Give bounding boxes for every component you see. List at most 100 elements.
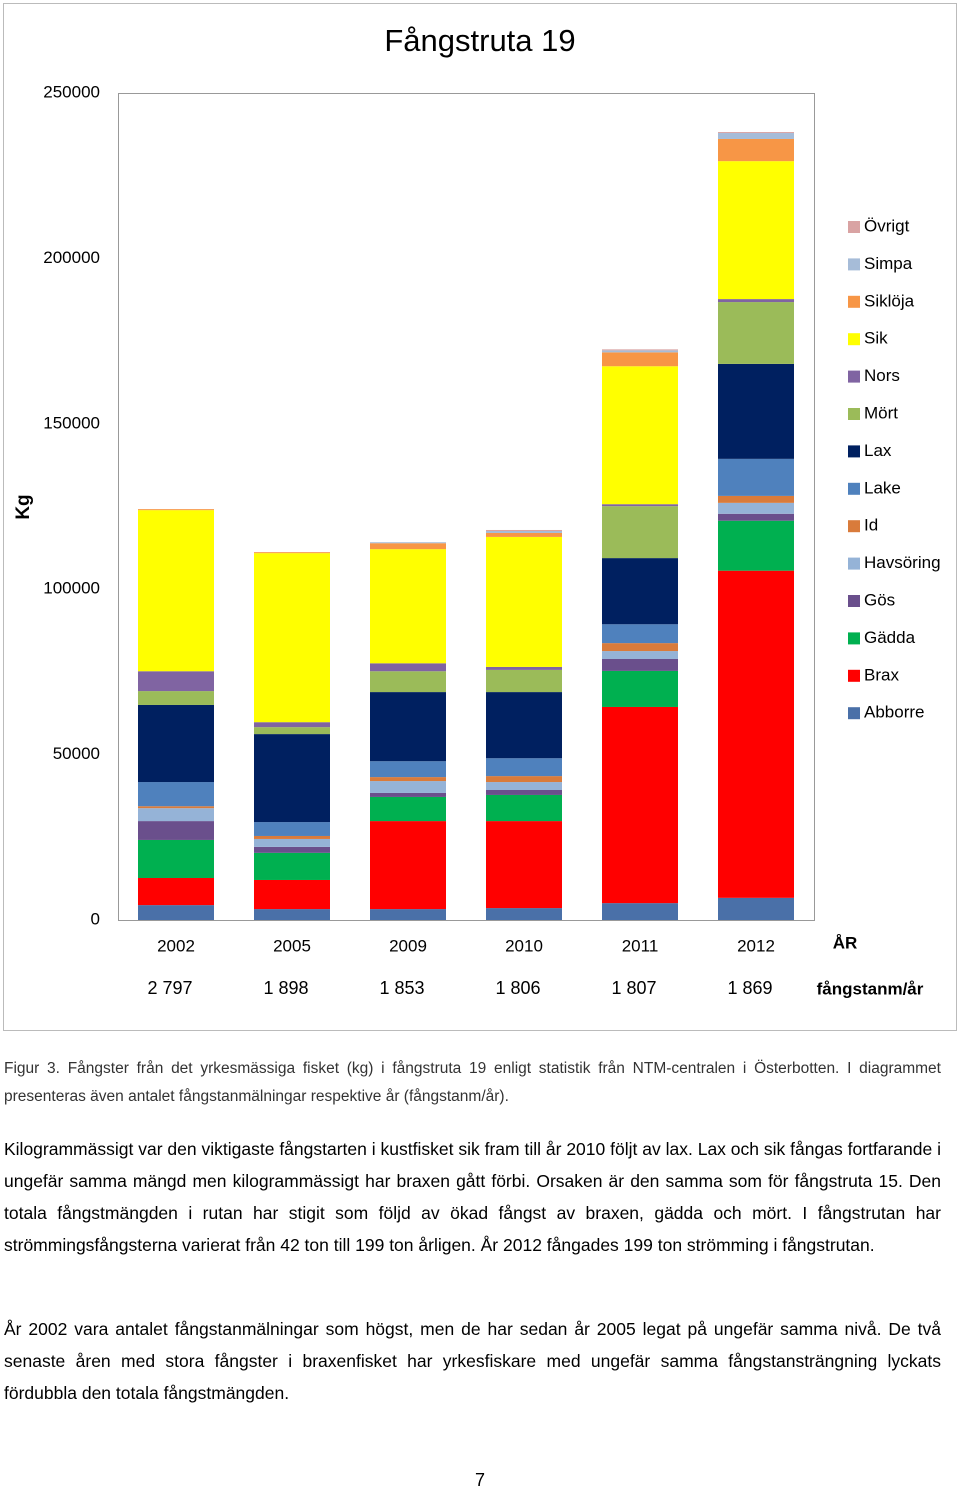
legend-swatch: [848, 632, 860, 645]
bar-segment: [718, 138, 794, 162]
bar-segment: [718, 458, 794, 496]
bar-segment: [138, 808, 214, 822]
bar-segment: [254, 846, 330, 853]
bar-segment: [138, 510, 214, 672]
y-tick-label: 50000: [53, 744, 100, 763]
bar-segment: [370, 663, 446, 672]
legend-label: Abborre: [864, 703, 924, 722]
legend-label: Sik: [864, 329, 888, 348]
bar-segment: [254, 734, 330, 823]
bar-segment: [718, 161, 794, 300]
y-tick-label: 100000: [43, 579, 100, 598]
bar-segment: [718, 132, 794, 134]
bar-segment: [602, 506, 678, 559]
bar-segment: [602, 350, 678, 353]
bar-segment: [718, 513, 794, 521]
y-tick-label: 200000: [43, 248, 100, 267]
bar-segment: [254, 553, 330, 723]
bar-segment: [486, 794, 562, 822]
x-tick-label: 2010: [505, 936, 543, 955]
legend-label: Brax: [864, 665, 899, 684]
legend-label: Gädda: [864, 628, 916, 647]
bar-segment: [602, 558, 678, 625]
legend-swatch: [848, 258, 860, 271]
bar-segment: [370, 692, 446, 762]
bar-segment: [486, 692, 562, 759]
bar-segment: [138, 671, 214, 692]
bar-segment: [602, 658, 678, 671]
bar-segment: [138, 704, 214, 783]
legend-label: Lax: [864, 441, 892, 460]
legend-label: Övrigt: [864, 216, 910, 235]
bar-segment: [486, 530, 562, 533]
chart: Fångstruta 19 Kg ÅR fångstanm/år 0 50000 1…: [3, 3, 957, 1031]
page-number: 7: [474, 1470, 485, 1490]
bar-segment: [370, 542, 446, 544]
legend-label: Simpa: [864, 254, 913, 273]
legend-swatch: [848, 370, 860, 383]
bar-segment: [254, 852, 330, 880]
bar-segment: [254, 722, 330, 728]
x-axis-label: ÅR: [833, 933, 858, 952]
legend-swatch: [848, 295, 860, 308]
legend-swatch: [848, 520, 860, 533]
bar-segment: [602, 366, 678, 505]
bar-segment: [486, 529, 562, 531]
bar-segment: [486, 669, 562, 693]
bar-segment: [138, 905, 214, 920]
bar-segment: [370, 671, 446, 693]
bar-segment: [602, 670, 678, 707]
bar-segment: [602, 903, 678, 920]
legend-label: Nors: [864, 366, 900, 385]
bar-segment: [370, 543, 446, 550]
bar-segment: [718, 363, 794, 459]
bar-segment: [254, 822, 330, 836]
legend-label: Gös: [864, 590, 895, 609]
bar-segment: [370, 777, 446, 782]
x-tick-label: 2002: [157, 936, 195, 955]
legend-swatch: [848, 595, 860, 607]
bar-segment: [486, 789, 562, 795]
bar-segment: [718, 133, 794, 139]
plot-frame: [118, 93, 815, 921]
bar-segment: [602, 352, 678, 367]
legend-swatch: [848, 669, 860, 682]
bar-segment: [602, 624, 678, 644]
bar-segment: [138, 782, 214, 807]
bar-segment: [602, 504, 678, 507]
bar-segment: [138, 806, 214, 809]
legend-swatch: [848, 482, 860, 495]
legend-label: Lake: [864, 478, 901, 497]
bar-segment: [718, 299, 794, 303]
second-row-value: 2 797: [147, 978, 192, 998]
bar-segment: [254, 909, 330, 920]
legend-swatch: [848, 408, 860, 420]
x-tick-label: 2011: [622, 936, 659, 955]
x-tick-label: 2009: [389, 936, 427, 955]
bar-segment: [254, 727, 330, 735]
bar-segment: [486, 758, 562, 777]
bar-segment: [718, 570, 794, 898]
legend-swatch: [848, 221, 860, 233]
bar-segment: [486, 908, 562, 920]
bar-segment: [138, 691, 214, 705]
second-row-value: 1 898: [263, 978, 308, 998]
second-row-value: 1 806: [495, 978, 540, 998]
bar-segment: [602, 651, 678, 659]
bar-segment: [718, 502, 794, 514]
y-tick-label: 0: [91, 909, 100, 928]
legend-swatch: [848, 707, 860, 720]
bar-segment: [602, 706, 678, 904]
bar-segment: [254, 835, 330, 839]
bar-segment: [138, 877, 214, 906]
legend-swatch: [848, 333, 860, 346]
second-row-value: 1 853: [379, 978, 424, 998]
bar-segment: [370, 761, 446, 778]
bar-segment: [370, 821, 446, 910]
second-row-value: 1 869: [727, 978, 772, 998]
bar-segment: [486, 782, 562, 790]
bar-segment: [486, 536, 562, 667]
bar-segment: [370, 796, 446, 822]
bar-segment: [254, 552, 330, 554]
